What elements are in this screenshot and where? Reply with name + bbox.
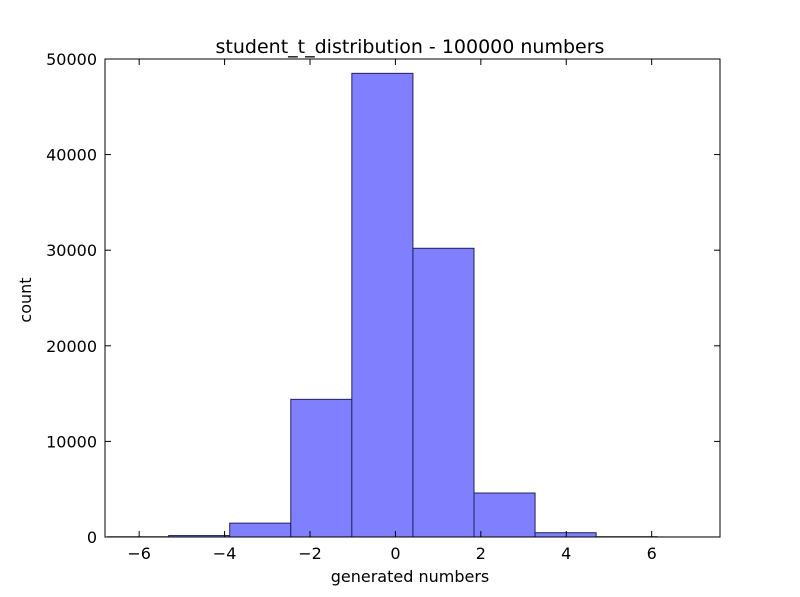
- histogram-bar-2: [229, 522, 292, 538]
- y-axis-title: count: [16, 277, 35, 322]
- y-tick-label: 0: [87, 528, 97, 547]
- chart-title: student_t_distribution - 100000 numbers: [216, 36, 605, 58]
- y-tick-label: 10000: [46, 432, 97, 451]
- histogram-bar-7: [534, 532, 597, 538]
- y-tick-label: 30000: [46, 241, 97, 260]
- x-axis-title: generated numbers: [331, 567, 490, 586]
- bars-layer: [107, 72, 719, 538]
- x-tick-label: −4: [213, 544, 237, 563]
- plot-frame: [104, 58, 721, 538]
- histogram-bar-6: [473, 492, 536, 538]
- histogram-bar-4: [351, 72, 414, 538]
- ticks-layer: −6 −4 −2 0 2 4 6 0 10000 20000 30000 40000 50000: [46, 50, 720, 563]
- x-tick-label: 6: [647, 544, 657, 563]
- y-tick-label: 40000: [46, 146, 97, 165]
- x-tick-label: −2: [298, 544, 322, 563]
- histogram-bar-5: [412, 247, 475, 538]
- x-tick-label: 2: [476, 544, 486, 563]
- x-tick-label: 4: [561, 544, 571, 563]
- y-tick-label: 20000: [46, 337, 97, 356]
- y-tick-label: 50000: [46, 50, 97, 69]
- x-tick-label: −6: [127, 544, 151, 563]
- histogram-bar-3: [290, 398, 353, 538]
- x-tick-label: 0: [390, 544, 400, 563]
